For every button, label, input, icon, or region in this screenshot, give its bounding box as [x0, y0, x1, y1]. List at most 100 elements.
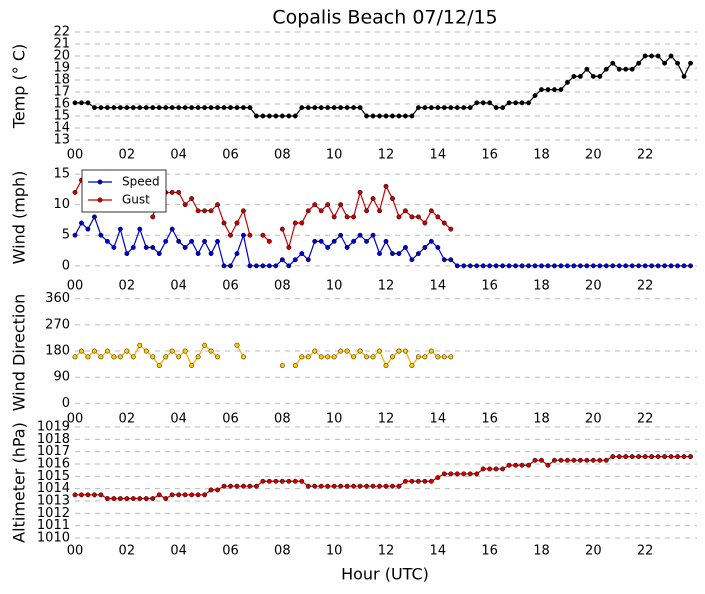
- data-point: [98, 354, 104, 360]
- data-point: [396, 348, 402, 354]
- data-point: [370, 483, 376, 489]
- x-tick-label: 20: [585, 544, 602, 559]
- data-point: [176, 189, 182, 195]
- y-tick-label: 15: [53, 109, 70, 124]
- data-point: [461, 471, 467, 477]
- data-point: [169, 348, 175, 354]
- data-point: [539, 87, 544, 93]
- data-point: [215, 487, 220, 493]
- x-tick-label: 16: [481, 544, 498, 559]
- data-point: [636, 454, 642, 460]
- data-point: [506, 263, 512, 269]
- data-point: [649, 454, 655, 460]
- data-point: [318, 354, 324, 360]
- y-tick-label: 15: [53, 167, 70, 182]
- chart-title: Copalis Beach 07/12/15: [272, 7, 497, 29]
- data-point: [584, 263, 590, 269]
- data-point: [454, 105, 460, 111]
- data-point: [390, 354, 395, 360]
- data-point: [636, 60, 642, 66]
- data-point: [182, 245, 188, 250]
- data-point: [428, 208, 434, 214]
- data-point: [344, 245, 350, 250]
- y-tick-label: 1016: [37, 457, 70, 472]
- x-tick-label: 02: [119, 279, 136, 294]
- data-point: [390, 113, 395, 119]
- data-point: [597, 263, 603, 269]
- data-point: [117, 105, 123, 111]
- x-tick-label: 18: [533, 544, 550, 559]
- data-point: [474, 263, 480, 269]
- data-point: [338, 348, 344, 354]
- x-tick-label: 12: [378, 148, 395, 163]
- data-point: [176, 492, 182, 498]
- data-point: [163, 496, 169, 501]
- data-point: [195, 492, 201, 498]
- data-point: [428, 105, 434, 111]
- data-point: [176, 105, 182, 111]
- data-point: [338, 202, 344, 208]
- data-point: [241, 208, 246, 214]
- y-axis-label: Temp (° C): [10, 44, 29, 129]
- x-tick-label: 14: [430, 148, 447, 163]
- data-point: [396, 214, 402, 220]
- data-point: [117, 354, 123, 360]
- data-point: [169, 189, 175, 195]
- data-point: [241, 483, 246, 489]
- y-tick-label: 0: [62, 258, 70, 273]
- data-point: [668, 263, 674, 269]
- y-tick-label: 22: [53, 25, 70, 40]
- data-point: [266, 263, 272, 269]
- data-point: [195, 105, 201, 111]
- data-point: [111, 354, 117, 360]
- data-point: [72, 232, 78, 238]
- data-point: [415, 478, 421, 484]
- data-point: [143, 245, 149, 250]
- data-point: [325, 105, 331, 111]
- data-point: [571, 457, 577, 463]
- y-tick-label: 1019: [37, 420, 70, 435]
- data-point: [189, 196, 195, 201]
- data-point: [467, 471, 473, 477]
- data-point: [221, 263, 227, 269]
- data-point: [564, 263, 570, 269]
- data-point: [500, 466, 506, 472]
- data-point: [305, 257, 311, 263]
- data-point: [124, 105, 130, 111]
- data-point: [396, 113, 402, 119]
- data-point: [383, 183, 389, 189]
- data-point: [312, 202, 318, 208]
- x-tick-label: 22: [637, 279, 654, 294]
- data-point: [590, 263, 596, 269]
- x-tick-label: 22: [637, 412, 654, 427]
- data-point: [662, 454, 668, 460]
- x-tick-label: 20: [585, 412, 602, 427]
- data-point: [279, 257, 285, 263]
- data-point: [305, 105, 311, 111]
- y-tick-label: 17: [53, 85, 70, 100]
- legend-marker: [97, 179, 103, 185]
- data-point: [402, 208, 408, 214]
- data-point: [234, 483, 240, 489]
- data-point: [616, 66, 622, 72]
- data-point: [357, 348, 363, 354]
- data-point: [182, 492, 188, 498]
- data-point: [241, 354, 246, 360]
- data-point: [688, 263, 693, 269]
- data-point: [681, 263, 687, 269]
- data-point: [377, 251, 382, 257]
- data-point: [266, 238, 272, 244]
- x-tick-label: 04: [170, 412, 187, 427]
- data-point: [642, 263, 648, 269]
- data-point: [370, 354, 376, 360]
- y-tick-label: 21: [53, 37, 70, 52]
- data-point: [279, 478, 285, 484]
- data-point: [286, 263, 292, 269]
- data-point: [428, 478, 434, 484]
- data-point: [325, 354, 331, 360]
- data-point: [344, 483, 350, 489]
- data-point: [480, 466, 486, 472]
- x-tick-label: 04: [170, 544, 187, 559]
- x-tick-label: 06: [222, 412, 239, 427]
- data-point: [616, 454, 622, 460]
